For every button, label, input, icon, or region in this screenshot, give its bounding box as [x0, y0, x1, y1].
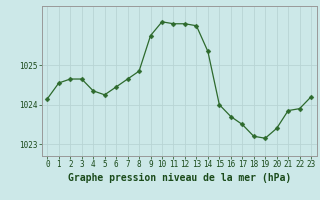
X-axis label: Graphe pression niveau de la mer (hPa): Graphe pression niveau de la mer (hPa): [68, 173, 291, 183]
